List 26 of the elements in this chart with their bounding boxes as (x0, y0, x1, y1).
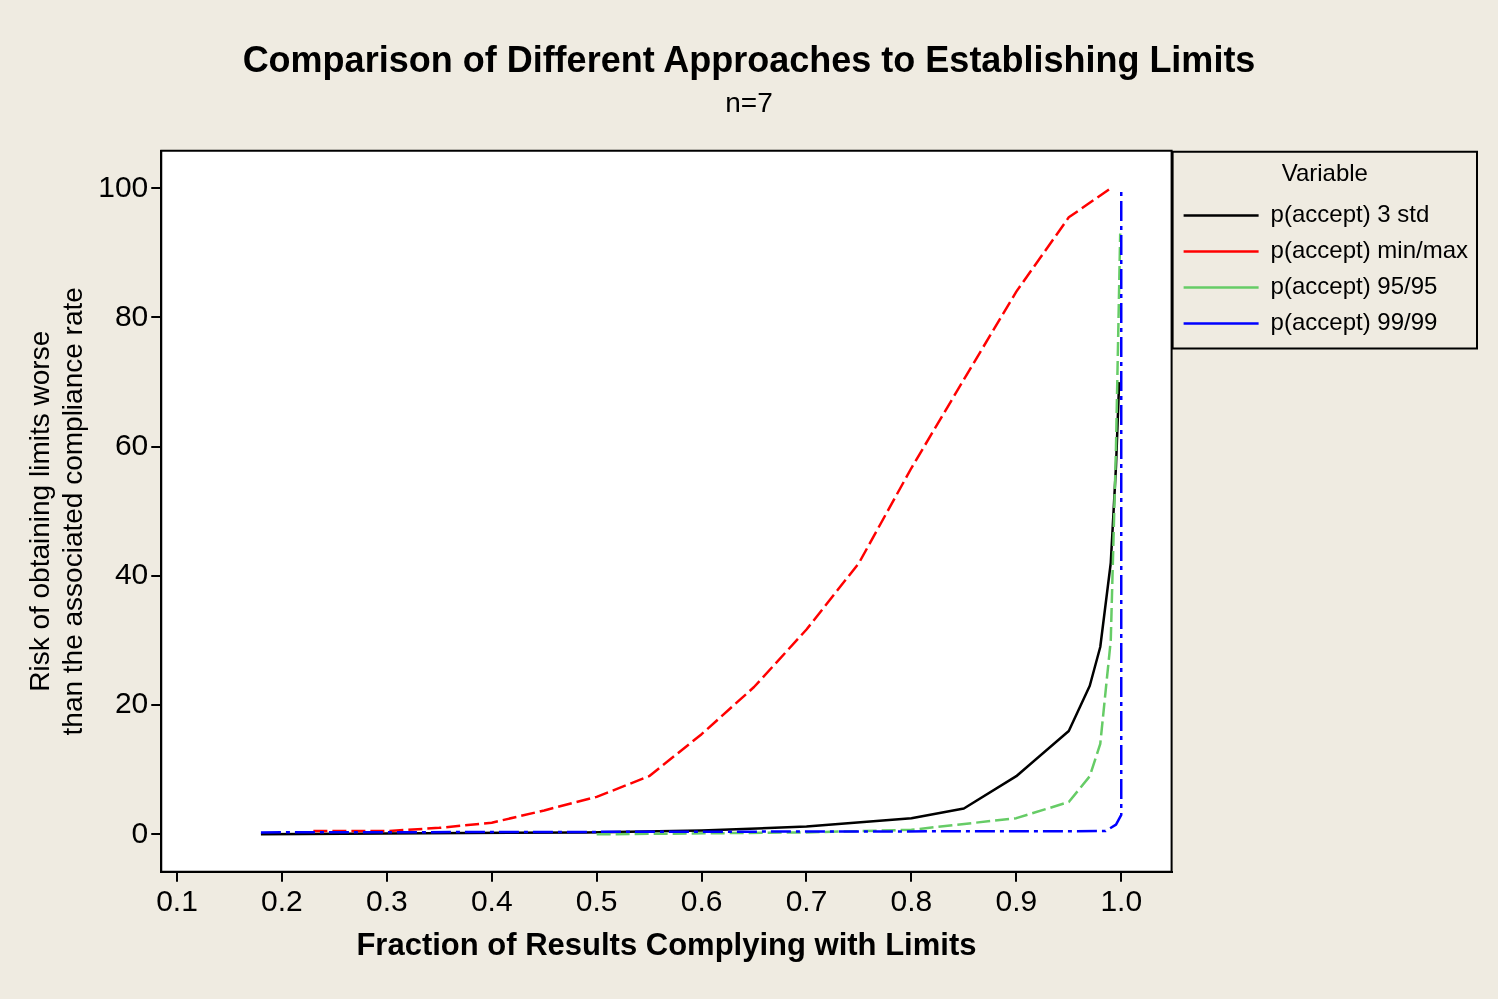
y-tick-label: 60 (114, 427, 149, 461)
x-tick-label: 0.4 (470, 884, 513, 918)
x-tick-label: 0.9 (995, 884, 1038, 918)
y-tick-label: 20 (114, 686, 149, 720)
y-axis-title: Risk of obtaining limits worse than the associated compliance rate (23, 287, 89, 736)
y-tick-label: 80 (114, 298, 149, 332)
x-tick-label: 0.5 (575, 884, 618, 918)
legend-title: Variable (1281, 159, 1368, 187)
x-tick-label: 0.6 (680, 884, 723, 918)
legend-label: p(accept) 95/95 (1270, 272, 1438, 300)
x-tick-label: 1.0 (1100, 884, 1143, 918)
y-tick-label: 40 (114, 557, 149, 591)
x-tick-label: 0.7 (785, 884, 828, 918)
legend-label: p(accept) 3 std (1270, 200, 1430, 228)
x-axis-title: Fraction of Results Complying with Limits (356, 926, 977, 962)
legend-label: p(accept) 99/99 (1270, 308, 1438, 336)
chart-subtitle: n=7 (725, 86, 773, 118)
chart-title: Comparison of Different Approaches to Establishing Limits (242, 38, 1256, 80)
y-tick-label: 0 (131, 815, 149, 849)
x-tick-label: 0.8 (890, 884, 933, 918)
line-series (595, 232, 1122, 836)
x-tick-label: 0.3 (365, 884, 408, 918)
x-tick-label: 0.1 (156, 884, 198, 918)
y-tick-label: 100 (98, 169, 149, 203)
legend-label: p(accept) min/max (1270, 236, 1468, 264)
x-tick-label: 0.2 (261, 884, 303, 918)
